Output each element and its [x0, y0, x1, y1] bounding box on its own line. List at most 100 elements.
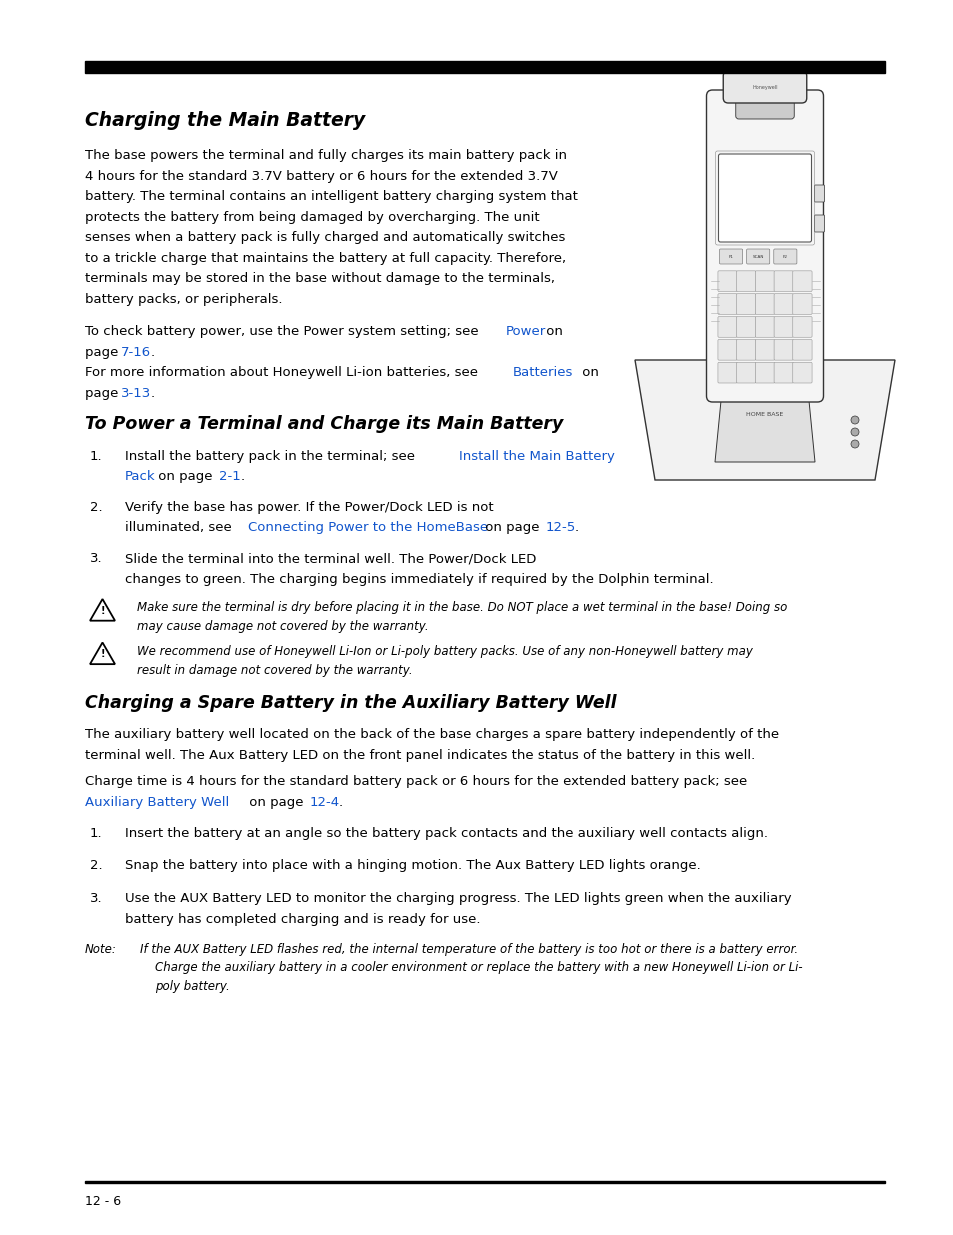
- FancyBboxPatch shape: [736, 340, 755, 361]
- FancyBboxPatch shape: [773, 270, 793, 291]
- Text: 1.: 1.: [90, 450, 103, 462]
- Text: 12 - 6: 12 - 6: [85, 1195, 121, 1208]
- Text: Connecting Power to the HomeBase: Connecting Power to the HomeBase: [248, 521, 488, 535]
- Text: on: on: [578, 366, 598, 379]
- Text: Install the Main Battery: Install the Main Battery: [458, 450, 614, 462]
- Circle shape: [850, 416, 858, 424]
- FancyBboxPatch shape: [746, 249, 769, 264]
- FancyBboxPatch shape: [755, 362, 774, 383]
- Text: may cause damage not covered by the warranty.: may cause damage not covered by the warr…: [137, 620, 428, 634]
- FancyBboxPatch shape: [814, 185, 823, 203]
- FancyBboxPatch shape: [755, 316, 774, 337]
- Text: page: page: [85, 346, 123, 358]
- Text: The base powers the terminal and fully charges its main battery pack in: The base powers the terminal and fully c…: [85, 149, 566, 162]
- Text: Note:: Note:: [85, 944, 117, 956]
- FancyBboxPatch shape: [719, 249, 741, 264]
- Text: Charge time is 4 hours for the standard battery pack or 6 hours for the extended: Charge time is 4 hours for the standard …: [85, 776, 746, 788]
- Text: If the AUX Battery LED flashes red, the internal temperature of the battery is t: If the AUX Battery LED flashes red, the …: [140, 944, 798, 956]
- Text: F1: F1: [728, 254, 733, 258]
- FancyBboxPatch shape: [792, 270, 811, 291]
- FancyBboxPatch shape: [735, 98, 794, 119]
- Bar: [85, 1181, 884, 1183]
- Text: 3.: 3.: [90, 892, 103, 905]
- Text: Insert the battery at an angle so the battery pack contacts and the auxiliary we: Insert the battery at an angle so the ba…: [125, 826, 767, 840]
- Text: Power: Power: [505, 325, 545, 338]
- FancyBboxPatch shape: [736, 362, 755, 383]
- FancyBboxPatch shape: [718, 294, 737, 315]
- Text: To Power a Terminal and Charge its Main Battery: To Power a Terminal and Charge its Main …: [85, 415, 563, 432]
- Circle shape: [850, 429, 858, 436]
- Text: 2.: 2.: [90, 500, 103, 514]
- Text: 4 hours for the standard 3.7V battery or 6 hours for the extended 3.7V: 4 hours for the standard 3.7V battery or…: [85, 169, 558, 183]
- Text: .: .: [575, 521, 578, 535]
- FancyBboxPatch shape: [755, 294, 774, 315]
- Text: on: on: [541, 325, 562, 338]
- FancyBboxPatch shape: [773, 316, 793, 337]
- Text: We recommend use of Honeywell Li-Ion or Li-poly battery packs. Use of any non-Ho: We recommend use of Honeywell Li-Ion or …: [137, 645, 752, 658]
- Text: 1.: 1.: [90, 826, 103, 840]
- Text: .: .: [241, 471, 245, 483]
- Text: For more information about Honeywell Li-ion batteries, see: For more information about Honeywell Li-…: [85, 366, 482, 379]
- FancyBboxPatch shape: [814, 215, 823, 232]
- Text: battery. The terminal contains an intelligent battery charging system that: battery. The terminal contains an intell…: [85, 190, 578, 203]
- Text: Honeywell: Honeywell: [752, 84, 777, 89]
- FancyBboxPatch shape: [736, 270, 755, 291]
- Text: to a trickle charge that maintains the battery at full capacity. Therefore,: to a trickle charge that maintains the b…: [85, 252, 565, 264]
- Text: senses when a battery pack is fully charged and automatically switches: senses when a battery pack is fully char…: [85, 231, 565, 245]
- FancyBboxPatch shape: [792, 340, 811, 361]
- FancyBboxPatch shape: [773, 294, 793, 315]
- Text: Snap the battery into place with a hinging motion. The Aux Battery LED lights or: Snap the battery into place with a hingi…: [125, 860, 700, 872]
- Text: HOME BASE: HOME BASE: [745, 411, 782, 416]
- Text: 3.: 3.: [90, 552, 103, 564]
- Text: result in damage not covered by the warranty.: result in damage not covered by the warr…: [137, 663, 413, 677]
- FancyBboxPatch shape: [755, 340, 774, 361]
- FancyBboxPatch shape: [736, 316, 755, 337]
- Text: 3-13: 3-13: [121, 387, 152, 399]
- Text: F2: F2: [782, 254, 787, 258]
- FancyBboxPatch shape: [706, 90, 822, 403]
- Text: Charge the auxiliary battery in a cooler environment or replace the battery with: Charge the auxiliary battery in a cooler…: [154, 962, 801, 974]
- Circle shape: [850, 440, 858, 448]
- Text: To check battery power, use the Power system setting; see: To check battery power, use the Power sy…: [85, 325, 482, 338]
- FancyBboxPatch shape: [792, 362, 811, 383]
- Text: battery packs, or peripherals.: battery packs, or peripherals.: [85, 293, 282, 305]
- Text: Make sure the terminal is dry before placing it in the base. Do NOT place a wet : Make sure the terminal is dry before pla…: [137, 601, 786, 614]
- Text: on page: on page: [244, 795, 307, 809]
- FancyBboxPatch shape: [718, 362, 737, 383]
- FancyBboxPatch shape: [755, 270, 774, 291]
- Text: Verify the base has power. If the Power/Dock LED is not: Verify the base has power. If the Power/…: [125, 500, 493, 514]
- Text: changes to green. The charging begins immediately if required by the Dolphin ter: changes to green. The charging begins im…: [125, 573, 713, 585]
- Text: poly battery.: poly battery.: [154, 979, 230, 993]
- Text: protects the battery from being damaged by overcharging. The unit: protects the battery from being damaged …: [85, 210, 539, 224]
- FancyBboxPatch shape: [792, 316, 811, 337]
- Text: on page: on page: [153, 471, 216, 483]
- Text: .: .: [151, 346, 154, 358]
- Text: Slide the terminal into the terminal well. The Power/Dock LED: Slide the terminal into the terminal wel…: [125, 552, 536, 564]
- FancyBboxPatch shape: [722, 70, 806, 103]
- Text: Batteries: Batteries: [513, 366, 573, 379]
- Text: .: .: [151, 387, 154, 399]
- Text: The auxiliary battery well located on the back of the base charges a spare batte: The auxiliary battery well located on th…: [85, 729, 779, 741]
- Text: illuminated, see: illuminated, see: [125, 521, 235, 535]
- FancyBboxPatch shape: [773, 340, 793, 361]
- Text: battery has completed charging and is ready for use.: battery has completed charging and is re…: [125, 913, 480, 926]
- Text: terminal well. The Aux Battery LED on the front panel indicates the status of th: terminal well. The Aux Battery LED on th…: [85, 748, 755, 762]
- Text: !: !: [100, 606, 105, 616]
- FancyBboxPatch shape: [718, 154, 811, 242]
- Bar: [85, 61, 884, 73]
- Text: 7-16: 7-16: [121, 346, 152, 358]
- Text: !: !: [100, 650, 105, 659]
- Text: 12-5: 12-5: [545, 521, 576, 535]
- FancyBboxPatch shape: [773, 362, 793, 383]
- Text: terminals may be stored in the base without damage to the terminals,: terminals may be stored in the base with…: [85, 272, 555, 285]
- FancyBboxPatch shape: [718, 270, 737, 291]
- Text: on page: on page: [480, 521, 543, 535]
- Text: 2.: 2.: [90, 860, 103, 872]
- Text: page: page: [85, 387, 123, 399]
- Text: 2-1: 2-1: [219, 471, 241, 483]
- Text: Install the battery pack in the terminal; see: Install the battery pack in the terminal…: [125, 450, 418, 462]
- FancyBboxPatch shape: [792, 294, 811, 315]
- Text: Pack: Pack: [125, 471, 155, 483]
- FancyBboxPatch shape: [773, 249, 796, 264]
- Polygon shape: [714, 359, 814, 462]
